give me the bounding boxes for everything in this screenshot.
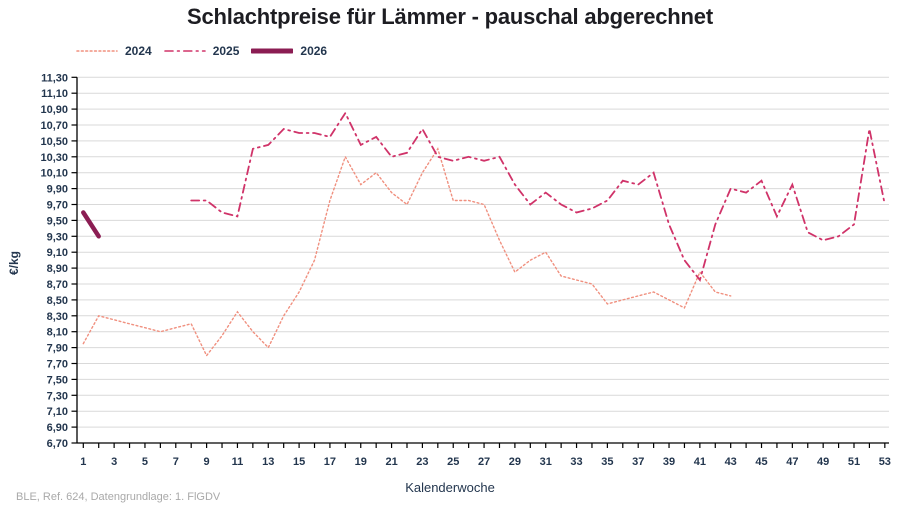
series-2026 — [81, 210, 101, 239]
svg-text:49: 49 — [817, 456, 829, 468]
svg-text:6,70: 6,70 — [47, 438, 68, 450]
y-axis-ticks: 11,30 11,10 10,90 10,70 10,50 10,30 10,10 9,90 9… — [40, 72, 77, 450]
svg-text:10,70: 10,70 — [40, 120, 68, 132]
svg-text:51: 51 — [848, 456, 860, 468]
svg-text:21: 21 — [385, 456, 397, 468]
svg-text:29: 29 — [509, 456, 521, 468]
svg-text:19: 19 — [355, 456, 367, 468]
legend-line-2026-icon — [251, 48, 294, 54]
y-gridlines — [77, 76, 889, 428]
svg-text:9,90: 9,90 — [47, 184, 68, 196]
axes — [76, 77, 889, 444]
svg-text:45: 45 — [755, 456, 767, 468]
svg-text:8,30: 8,30 — [47, 311, 68, 323]
svg-text:31: 31 — [540, 456, 552, 468]
svg-text:10,90: 10,90 — [40, 104, 68, 116]
svg-text:7,70: 7,70 — [47, 359, 68, 371]
legend-label-2024: 2024 — [125, 44, 152, 58]
legend-label-2026: 2026 — [300, 44, 328, 58]
svg-text:47: 47 — [786, 456, 798, 468]
svg-text:8,70: 8,70 — [47, 279, 68, 291]
svg-text:7,30: 7,30 — [47, 390, 68, 402]
svg-text:23: 23 — [416, 456, 428, 468]
svg-text:37: 37 — [632, 456, 644, 468]
series-2024 — [82, 147, 732, 357]
svg-text:10,10: 10,10 — [40, 168, 68, 180]
legend-line-2025-icon — [163, 50, 206, 52]
svg-text:3: 3 — [111, 456, 117, 468]
series-2025 — [190, 111, 886, 282]
svg-text:27: 27 — [478, 456, 490, 468]
svg-text:5: 5 — [142, 456, 148, 468]
svg-text:9,70: 9,70 — [47, 200, 68, 212]
x-axis-title: Kalenderwoche — [405, 480, 495, 495]
svg-text:10,50: 10,50 — [40, 136, 68, 148]
svg-text:39: 39 — [663, 456, 675, 468]
legend-label-2025: 2025 — [212, 44, 240, 58]
svg-text:25: 25 — [447, 456, 459, 468]
x-axis-ticks: 1 3 5 7 9 11 13 15 17 19 21 23 25 27 29 31 33 35 37 39 41 43 4… — [80, 443, 891, 468]
chart-legend: 2024 2025 2026 — [76, 44, 327, 58]
legend-item-2026: 2026 — [251, 44, 327, 58]
legend-item-2024: 2024 — [76, 44, 152, 58]
svg-text:8,10: 8,10 — [47, 327, 68, 339]
svg-text:41: 41 — [694, 456, 706, 468]
source-note: BLE, Ref. 624, Datengrundlage: 1. FlGDV — [16, 491, 221, 503]
svg-text:13: 13 — [262, 456, 274, 468]
svg-text:9,50: 9,50 — [47, 215, 68, 227]
svg-text:7,90: 7,90 — [47, 343, 68, 355]
svg-text:8,50: 8,50 — [47, 295, 68, 307]
svg-text:11,30: 11,30 — [41, 72, 68, 84]
svg-text:9,10: 9,10 — [47, 247, 68, 259]
svg-text:35: 35 — [601, 456, 613, 468]
svg-text:53: 53 — [879, 456, 891, 468]
svg-text:11,10: 11,10 — [41, 88, 68, 100]
svg-text:17: 17 — [324, 456, 336, 468]
svg-text:7,50: 7,50 — [47, 374, 68, 386]
chart-title: Schlachtpreise für Lämmer - pauschal abg… — [187, 4, 713, 29]
svg-text:6,90: 6,90 — [47, 422, 68, 434]
legend-item-2025: 2025 — [163, 44, 240, 58]
svg-text:10,30: 10,30 — [40, 152, 68, 164]
svg-text:15: 15 — [293, 456, 305, 468]
svg-text:33: 33 — [570, 456, 582, 468]
y-axis-title: €/kg — [7, 251, 21, 276]
svg-text:43: 43 — [725, 456, 737, 468]
svg-text:9,30: 9,30 — [47, 231, 68, 243]
svg-text:7: 7 — [173, 456, 179, 468]
svg-text:9: 9 — [204, 456, 210, 468]
svg-text:11: 11 — [232, 456, 244, 468]
legend-line-2024-icon — [76, 50, 118, 52]
svg-text:8,90: 8,90 — [47, 263, 68, 275]
svg-text:1: 1 — [80, 456, 86, 468]
svg-text:7,10: 7,10 — [47, 406, 68, 418]
